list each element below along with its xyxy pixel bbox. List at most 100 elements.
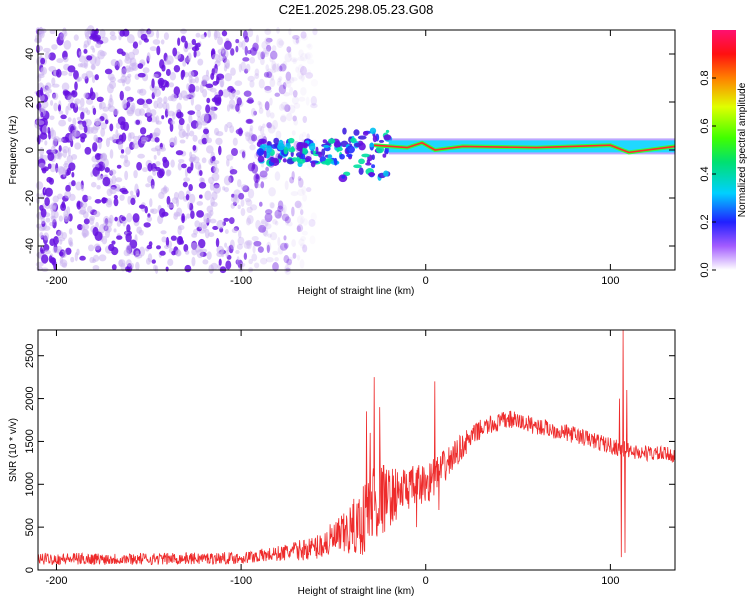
spectrogram-noise-blob — [165, 55, 174, 65]
spectrogram-noise-blob — [201, 157, 207, 164]
spectrogram-noise-blob — [175, 197, 180, 208]
spectrogram-noise-blob — [170, 235, 177, 241]
spectrogram-noise-blob — [270, 74, 275, 81]
spectrogram-noise-blob — [280, 101, 289, 110]
spectrogram-noise-blob — [223, 40, 232, 51]
spectrogram-noise-blob — [305, 187, 312, 193]
spectrogram-noise-blob — [173, 213, 178, 220]
spectrogram-noise-blob — [75, 181, 83, 191]
spectrogram-noise-blob — [91, 74, 96, 84]
spectrogram-noise-blob — [78, 51, 83, 56]
spectrogram-noise-blob — [40, 57, 46, 65]
spectrogram-noise-blob — [205, 104, 211, 114]
spectrogram-noise-blob — [43, 249, 51, 255]
snr-x-tick-label: -100 — [230, 575, 252, 587]
spectrogram-noise-blob — [99, 153, 106, 162]
spectrogram-noise-blob — [138, 246, 146, 257]
spectrogram-noise-blob — [60, 70, 68, 76]
spectrogram-noise-blob — [80, 136, 85, 143]
spectrogram-noise-blob — [76, 200, 82, 210]
spectrogram-noise-blob — [292, 90, 298, 98]
spectrogram-noise-blob — [206, 97, 211, 104]
spectrogram-noise-blob — [83, 218, 90, 225]
spectrogram-noise-blob — [106, 198, 112, 206]
spectrogram-noise-blob — [58, 145, 62, 153]
spectrogram-noise-blob — [290, 191, 299, 197]
spectrogram-noise-blob — [150, 147, 159, 152]
spectrogram-noise-blob — [305, 51, 313, 60]
spectrogram-transition-blob — [346, 145, 355, 154]
spectrogram-noise-blob — [109, 214, 114, 224]
spectrogram-noise-blob — [249, 127, 253, 138]
spectrogram-noise-blob — [43, 232, 50, 241]
spectrogram-noise-blob — [297, 188, 305, 197]
spectrogram-noise-blob — [165, 68, 171, 77]
spectrogram-noise-blob — [67, 95, 74, 103]
spectrogram-transition-blob — [282, 158, 287, 163]
spectrogram-noise-blob — [242, 57, 250, 62]
spectrogram-noise-blob — [173, 86, 181, 96]
snr-x-tick-label: 0 — [423, 575, 429, 587]
spectrogram-noise-blob — [185, 194, 190, 201]
spectrogram-noise-blob — [73, 70, 79, 80]
spectrogram-noise-blob — [280, 114, 287, 123]
spectrogram-noise-blob — [77, 223, 83, 231]
spectrogram-noise-blob — [295, 38, 299, 44]
spectrogram-noise-blob — [198, 182, 207, 189]
spectrogram-noise-blob — [226, 254, 232, 260]
spectrogram-noise-blob — [226, 246, 230, 252]
spectrogram-noise-blob — [271, 60, 277, 71]
spectrogram-noise-blob — [228, 99, 236, 109]
colorbar-tick-label: 0.2 — [699, 214, 711, 229]
spectrogram-noise-blob — [266, 71, 273, 79]
spectrogram-noise-blob — [175, 111, 184, 119]
spectrogram-noise-blob — [231, 228, 238, 234]
spectrogram-noise-blob — [235, 45, 239, 53]
spectrogram-noise-blob — [57, 104, 62, 112]
spectrogram-noise-blob — [191, 256, 196, 267]
spectrogram-noise-blob — [131, 102, 136, 113]
spectrogram-noise-blob — [83, 92, 89, 99]
spectrogram-noise-blob — [124, 86, 131, 92]
spectrogram-noise-blob — [55, 68, 62, 78]
spectrogram-noise-blob — [278, 40, 285, 46]
spectrogram-transition-blob — [292, 157, 298, 162]
spectrogram-noise-blob — [48, 204, 56, 210]
spectrogram-noise-blob — [212, 184, 221, 194]
spectrogram-noise-blob — [271, 63, 277, 74]
spectrogram-noise-blob — [262, 48, 267, 56]
spectrogram-noise-blob — [269, 97, 273, 106]
spectrogram-noise-blob — [166, 195, 171, 206]
spectrogram-noise-blob — [67, 65, 76, 73]
spectrogram-noise-blob — [158, 146, 167, 152]
spectrogram-transition-blob — [310, 160, 316, 168]
spectrogram-noise-blob — [264, 37, 271, 45]
spectrogram-noise-blob — [169, 122, 174, 132]
spectrogram-noise-blob — [98, 175, 103, 181]
spectrogram-noise-blob — [264, 101, 270, 111]
spectrogram-noise-blob — [297, 70, 304, 80]
spectrogram-noise-blob — [240, 184, 248, 191]
spectrogram-noise-blob — [257, 100, 261, 106]
spectrogram-noise-blob — [51, 83, 60, 88]
spectrogram-transition-blob — [365, 162, 372, 166]
spectrogram-noise-blob — [211, 68, 215, 76]
spectrogram-noise-blob — [213, 167, 220, 174]
spectrogram-noise-blob — [202, 88, 208, 98]
spectrogram-noise-blob — [61, 82, 70, 91]
spectrogram-noise-blob — [60, 114, 67, 120]
spectrogram-noise-blob — [126, 224, 131, 233]
spectrogram-noise-blob — [266, 122, 272, 129]
spectrogram-noise-blob — [291, 77, 298, 82]
spectrogram-noise-blob — [198, 194, 203, 199]
spectrogram-noise-blob — [255, 173, 259, 182]
spectrogram-noise-blob — [275, 130, 282, 140]
spectrogram-noise-blob — [276, 63, 280, 72]
spectrogram-noise-blob — [58, 215, 64, 222]
spectrogram-noise-blob — [195, 32, 201, 38]
spectrogram-noise-blob — [260, 162, 265, 168]
spectrogram-noise-blob — [279, 115, 287, 122]
spectrogram-noise-blob — [251, 134, 258, 142]
spectrogram-noise-blob — [90, 87, 94, 97]
spectrogram-transition-blob — [263, 150, 267, 159]
